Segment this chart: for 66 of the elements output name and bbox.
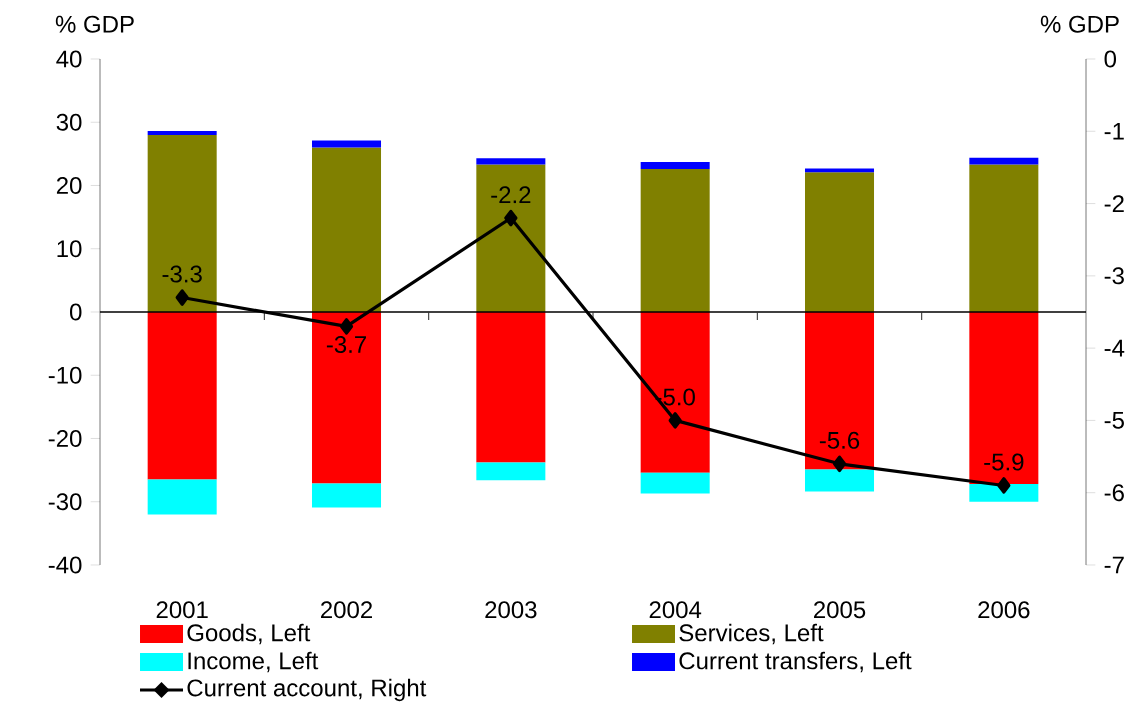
- bar: [312, 311, 382, 484]
- y-tick-label: 0: [70, 303, 82, 321]
- point: [175, 289, 189, 306]
- legend-label: Goods, Left: [187, 623, 311, 645]
- y-tick-label: -10: [48, 366, 82, 384]
- y2-tick-label: -7: [1104, 556, 1124, 574]
- bar: [640, 311, 710, 473]
- data-label: -5.9: [984, 453, 1024, 471]
- point: [832, 455, 847, 473]
- bar: [312, 483, 382, 508]
- bar: [147, 131, 217, 135]
- bar: [805, 469, 875, 492]
- legend-label: Current account, Right: [187, 678, 427, 702]
- y2-tick-label: -5: [1104, 412, 1124, 429]
- y-tick-label: 40: [56, 50, 82, 68]
- x-tick-label: 2001: [156, 601, 208, 619]
- legend-label: Income, Left: [188, 651, 319, 673]
- y2-tick-label: 0: [1104, 50, 1117, 68]
- point: [668, 412, 682, 429]
- data-label: -3.3: [162, 265, 202, 283]
- x-tick-label: 2005: [814, 601, 866, 619]
- y2-tick-label: -2: [1104, 195, 1124, 212]
- bar: [805, 311, 875, 470]
- bar: [640, 472, 710, 494]
- y2-axis-title: % GDP: [1040, 15, 1119, 33]
- legend-label: Services, Left: [679, 623, 824, 645]
- y-tick-label: 10: [57, 240, 82, 258]
- legend-label: Current transfers, Left: [679, 651, 912, 673]
- bar: [312, 147, 382, 312]
- data-label: -3.7: [326, 336, 366, 354]
- data-label: -5.0: [655, 388, 695, 406]
- y2-tick-label: -3: [1104, 267, 1124, 285]
- y2-tick-label: -1: [1104, 123, 1124, 140]
- y-tick-label: -30: [48, 493, 82, 511]
- y-axis-title: % GDP: [55, 15, 134, 33]
- bar: [640, 162, 710, 170]
- bar: [640, 169, 710, 312]
- bar: [805, 172, 875, 312]
- y2-tick-label: -6: [1104, 484, 1124, 502]
- data-label: -2.2: [491, 186, 531, 204]
- x-tick-label: 2003: [485, 601, 537, 619]
- bar: [476, 164, 546, 312]
- bar: [969, 311, 1039, 485]
- x-tick-label: 2006: [978, 601, 1030, 619]
- x-tick-label: 2004: [649, 601, 702, 619]
- bar: [969, 164, 1039, 312]
- bar: [476, 158, 546, 165]
- bar: [476, 462, 546, 481]
- bar: [147, 134, 217, 312]
- y2-tick-label: -4: [1104, 339, 1125, 357]
- bar: [147, 311, 217, 480]
- point: [339, 318, 354, 335]
- y-tick-label: -20: [48, 429, 82, 447]
- data-label: -5.6: [819, 431, 860, 449]
- y-tick-label: 30: [56, 113, 82, 131]
- y-tick-label: -40: [48, 556, 82, 574]
- point: [504, 209, 518, 227]
- point: [997, 477, 1011, 494]
- bar: [147, 479, 217, 515]
- bar: [312, 140, 382, 148]
- bar: [969, 484, 1039, 502]
- y-tick-label: 20: [56, 176, 82, 194]
- bar: [805, 168, 875, 173]
- bar: [476, 311, 546, 463]
- bar: [969, 157, 1039, 165]
- x-tick-label: 2002: [321, 601, 372, 619]
